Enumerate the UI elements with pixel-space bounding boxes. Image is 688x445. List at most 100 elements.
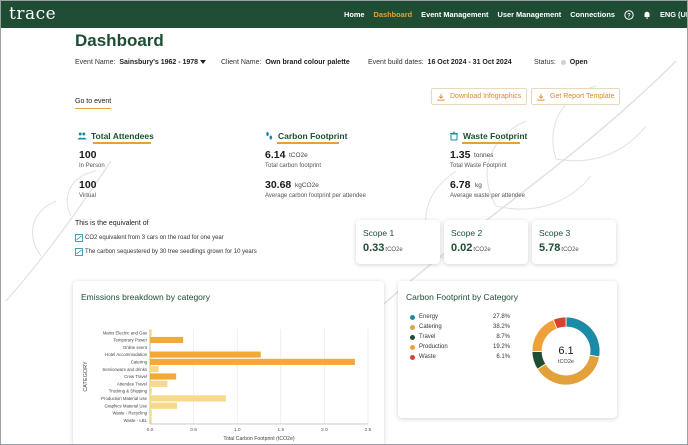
heading-underline (277, 142, 339, 144)
legend-value: 6.1% (496, 354, 510, 360)
carbon-avg-value: 30.68 (265, 179, 292, 191)
donut-center-unit: tCO2e (558, 359, 574, 365)
legend-dot (410, 334, 415, 340)
legend-dot (410, 354, 415, 360)
y-tick-label: Hotel Accommodation (105, 352, 147, 357)
donut-slice (552, 316, 567, 330)
get-report-template-label: Get Report Template (550, 93, 615, 100)
waste-total-value: 1.35 (450, 149, 471, 161)
legend-label: Energy (419, 314, 439, 320)
download-infographics-label: Download Infographics (450, 93, 522, 100)
in-person-value: 100 (79, 149, 97, 161)
scope-unit: tCO2e (473, 247, 491, 253)
carbon-footprint-title: Carbon Footprint (278, 131, 348, 141)
carbon-total-label: Total carbon footprint (265, 163, 322, 169)
waste-bin-icon (450, 131, 458, 141)
legend-dot (410, 344, 415, 350)
event-name-label: Event Name: (75, 59, 116, 66)
carbon-avg-label: Average carbon footprint per attendee (265, 193, 366, 199)
legend-dot (410, 324, 415, 330)
build-dates-meta: Event build dates: 16 Oct 2024 - 31 Oct … (368, 59, 512, 66)
x-axis-label: Total Carbon Footprint (tCO2e) (223, 436, 294, 442)
y-tick-label: Catering (131, 359, 148, 364)
waste-avg-unit: kg (475, 182, 482, 189)
go-to-event-link[interactable]: Go to event (75, 98, 112, 109)
scope-value-number: 0.33 (363, 242, 385, 254)
scope-value: 0.33tCO2e (363, 242, 403, 254)
scope-value-number: 5.78 (539, 242, 561, 254)
legend-item: Production 19.2% (410, 344, 510, 350)
carbon-total-value: 6.14 (265, 149, 286, 161)
y-tick-label: Waste - LBL (124, 418, 148, 423)
equivalent-item-text: The carbon sequestered by 30 tree seedli… (85, 249, 257, 255)
x-tick-label: 1.5 (277, 427, 284, 433)
scope-card: Scope 3 5.78tCO2e (532, 220, 616, 264)
nav-item-home[interactable]: Home (344, 10, 365, 19)
nav-item-event-management[interactable]: Event Management (421, 10, 489, 19)
legend-item: Travel 8.7% (410, 334, 510, 340)
y-tick-label: Production Material Use (101, 396, 147, 401)
svg-text:?: ? (627, 13, 631, 19)
status-label: Status: (534, 59, 556, 66)
scope-unit: tCO2e (385, 247, 403, 253)
bar (150, 380, 168, 387)
get-report-template-button[interactable]: Get Report Template (531, 88, 621, 105)
equivalent-item-text: CO2 equivalent from 3 cars on the road f… (85, 235, 224, 241)
emissions-bar-chart: 0.0 0.5 1.0 1.5 2.0 2.5 Mains Electric and Gas… (83, 329, 372, 442)
build-dates-value: 16 Oct 2024 - 31 Oct 2024 (427, 59, 512, 66)
x-tick-label: 0.0 (147, 427, 154, 433)
leaf-watermark-icon (5, 160, 112, 302)
bar (150, 329, 152, 336)
legend-label: Production (419, 344, 448, 350)
chevron-down-icon[interactable] (200, 60, 207, 65)
x-tick-label: 2.0 (321, 427, 328, 433)
event-name-dropdown[interactable]: Sainsbury's 1962 - 1978 (119, 59, 199, 66)
bar (150, 351, 261, 358)
download-icon (537, 93, 545, 101)
y-tick-label: Temporary Power (113, 338, 147, 343)
language-selector[interactable]: ENG (UK) (659, 10, 687, 19)
build-dates-label: Event build dates: (368, 59, 424, 66)
scope-title: Scope 1 (363, 228, 395, 238)
car-icon (75, 234, 83, 242)
waste-total-unit: tonnes (474, 152, 494, 159)
bar (150, 358, 355, 365)
scope-card: Scope 1 0.33tCO2e (356, 220, 440, 264)
bell-icon[interactable] (642, 10, 652, 20)
scope-card: Scope 2 0.02tCO2e (444, 220, 528, 264)
emissions-card-title: Emissions breakdown by category (81, 292, 210, 302)
y-tick-label: Waste - Recycling (113, 411, 148, 416)
legend-item: Energy 27.8% (410, 314, 510, 320)
legend-value: 27.8% (492, 314, 510, 320)
bar (150, 409, 152, 417)
nav-item-dashboard[interactable]: Dashboard (373, 10, 413, 19)
legend-item: Waste 6.1% (410, 354, 510, 360)
waste-footprint-heading: Waste Footprint (449, 131, 527, 141)
legend-dot (410, 314, 415, 320)
heading-underline (93, 142, 151, 144)
download-infographics-button[interactable]: Download Infographics (431, 88, 528, 105)
y-tick-label: Serviceware and drinks (102, 367, 147, 372)
help-icon[interactable]: ? (624, 9, 634, 20)
category-card-title: Carbon Footprint by Category (406, 292, 518, 302)
trace-logo[interactable]: trace (9, 4, 57, 24)
bar (150, 366, 159, 373)
nav-item-connections[interactable]: Connections (570, 10, 615, 19)
waste-total-label: Total Waste Footprint (450, 163, 507, 169)
people-icon (77, 132, 87, 140)
y-tick-label: Trucking & Shipping (109, 389, 148, 394)
legend-label: Travel (419, 334, 436, 340)
carbon-total-unit: tCO2e (289, 152, 308, 159)
status-value: Open (569, 59, 588, 66)
carbon-footprint-heading: Carbon Footprint (264, 131, 347, 141)
bar (150, 395, 226, 402)
bar (150, 402, 178, 409)
nav-item-user-management[interactable]: User Management (497, 10, 562, 19)
scope-title: Scope 2 (451, 228, 483, 238)
y-tick-label: Crew Travel (124, 374, 147, 379)
scope-unit: tCO2e (561, 247, 579, 253)
x-tick-label: 2.5 (365, 427, 372, 433)
total-attendees-heading: Total Attendees (77, 131, 154, 141)
main-nav: Home Dashboard Event Management User Man… (344, 1, 687, 28)
